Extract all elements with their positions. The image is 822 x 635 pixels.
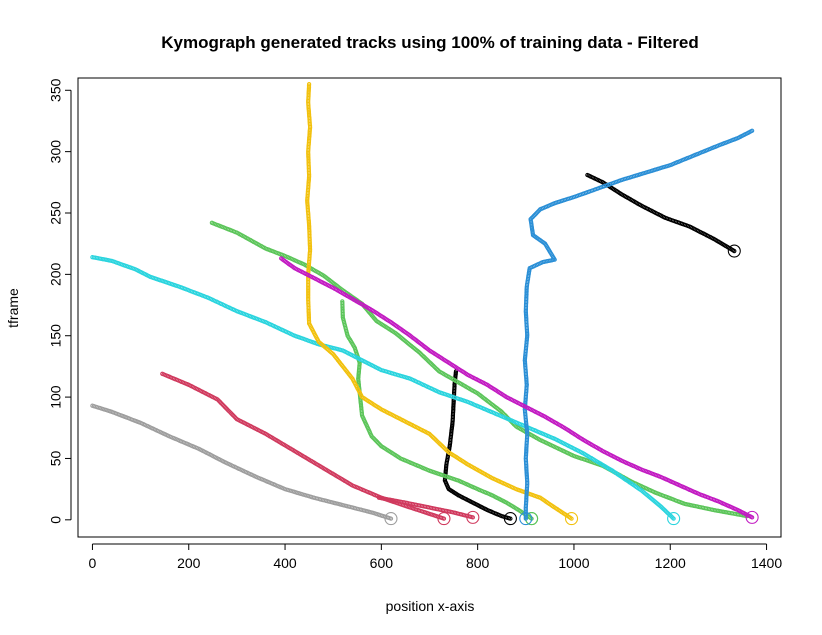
track-series (279, 256, 759, 524)
track-series (305, 81, 579, 526)
track-point (749, 515, 755, 520)
chart-title: Kymograph generated tracks using 100% of… (161, 33, 699, 52)
track-point (749, 128, 755, 133)
track-end-marker (384, 512, 398, 526)
x-tick-label: 1200 (655, 555, 686, 571)
track-end-marker (503, 512, 517, 526)
track-end-marker (667, 512, 681, 526)
y-tick-label: 100 (48, 385, 64, 409)
track-point (441, 516, 447, 521)
track-series (376, 495, 480, 524)
track-series (519, 128, 755, 526)
track-end-marker (466, 510, 480, 524)
track-point (470, 515, 475, 520)
track-end-marker (564, 512, 579, 526)
x-tick-label: 800 (466, 555, 490, 571)
x-tick-label: 1400 (751, 555, 782, 571)
track-point (508, 516, 513, 521)
series-group (90, 81, 759, 526)
x-tick-label: 200 (177, 555, 201, 571)
y-tick-label: 250 (48, 201, 64, 225)
x-tick-label: 400 (273, 555, 297, 571)
x-tick-label: 1000 (558, 555, 589, 571)
x-tick-label: 0 (89, 555, 97, 571)
track-end-marker (727, 244, 741, 258)
y-tick-label: 200 (48, 262, 64, 286)
y-tick-label: 150 (48, 324, 64, 348)
track-end-marker (519, 512, 533, 526)
y-tick-label: 350 (48, 78, 64, 102)
x-tick-label: 600 (370, 555, 394, 571)
track-series (90, 255, 681, 526)
y-tick-label: 300 (48, 140, 64, 164)
y-axis-label: tframe (5, 288, 21, 328)
track-point (569, 516, 574, 521)
track-point (732, 248, 737, 254)
y-tick-label: 0 (48, 516, 64, 524)
track-series (90, 403, 398, 526)
track-point (388, 516, 394, 521)
x-axis-label: position x-axis (386, 598, 475, 614)
plot-frame (77, 77, 782, 538)
track-series (209, 220, 750, 526)
y-tick-label: 50 (48, 450, 64, 466)
track-end-marker (745, 510, 759, 524)
track-point (671, 516, 676, 521)
track-series (585, 172, 741, 258)
axes-group: 0 200 400 600 800 1000 1200 1400 0 50 100 150 200 250… (48, 78, 783, 571)
